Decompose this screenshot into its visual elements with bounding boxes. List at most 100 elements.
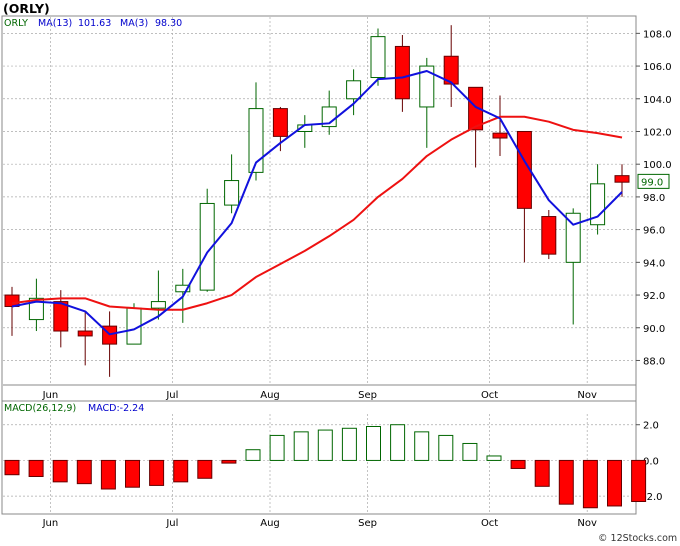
macd-bar bbox=[269, 434, 285, 461]
macd-bar bbox=[100, 459, 116, 490]
ma13-line bbox=[11, 115, 623, 311]
macd-bar bbox=[486, 455, 502, 461]
price-tick-label: 88.0 bbox=[643, 356, 665, 367]
candle bbox=[53, 290, 69, 348]
candle bbox=[321, 90, 337, 135]
macd-bar bbox=[510, 459, 526, 469]
price-tick-label: 104.0 bbox=[643, 95, 672, 106]
macd-bar bbox=[607, 459, 622, 507]
macd-bar bbox=[52, 459, 68, 483]
legend-ma13-label: MA(13) bbox=[38, 18, 72, 29]
macd-bar bbox=[366, 426, 381, 461]
macd-bar bbox=[76, 459, 92, 485]
candle-body bbox=[614, 175, 630, 183]
candle-body bbox=[443, 55, 459, 85]
macd-tick-label: 0.0 bbox=[643, 456, 659, 467]
macd-bar bbox=[558, 459, 574, 505]
candle bbox=[443, 25, 459, 107]
candle-body bbox=[516, 130, 532, 209]
price-x-tick-label: Oct bbox=[481, 390, 498, 401]
candle bbox=[150, 270, 166, 320]
candle-body bbox=[272, 108, 288, 137]
macd-bar bbox=[28, 459, 44, 477]
macd-bar bbox=[582, 459, 598, 509]
ma3-line bbox=[11, 69, 623, 336]
macd-bar bbox=[534, 459, 550, 487]
macd-x-axis: Jun Jul Aug Sep Oct Nov bbox=[3, 513, 636, 529]
legend-ma13-value: 101.63 bbox=[78, 18, 111, 29]
candle bbox=[297, 115, 313, 148]
candle bbox=[492, 95, 508, 157]
price-tick-label: 106.0 bbox=[643, 62, 672, 73]
macd-bar bbox=[317, 429, 333, 461]
macd-bar bbox=[438, 434, 454, 461]
candle bbox=[394, 34, 410, 112]
candle-body bbox=[77, 330, 93, 337]
macd-bar bbox=[341, 427, 357, 461]
candle bbox=[346, 69, 362, 116]
candle-body bbox=[541, 216, 557, 255]
price-tick-label: 96.0 bbox=[643, 226, 665, 237]
legend-ma3-value: 98.30 bbox=[155, 18, 182, 29]
price-tick-label: 92.0 bbox=[643, 291, 665, 302]
candle bbox=[77, 311, 93, 366]
candle-body bbox=[28, 297, 44, 321]
macd-bar bbox=[414, 431, 430, 461]
last-price-box bbox=[637, 173, 670, 189]
moving-average-lines bbox=[11, 69, 623, 336]
candle-body bbox=[346, 80, 362, 100]
candle-body bbox=[394, 45, 410, 100]
price-x-tick-label: Jul bbox=[165, 390, 178, 401]
candle bbox=[248, 82, 264, 181]
candle-body bbox=[150, 301, 166, 309]
macd-tick-label: 2.0 bbox=[643, 421, 659, 432]
candle-body bbox=[53, 301, 69, 332]
macd-x-tick-label: Nov bbox=[577, 518, 597, 529]
candle bbox=[565, 208, 581, 325]
candle-body bbox=[468, 86, 484, 131]
price-panel-frame bbox=[1, 15, 637, 402]
price-x-tick-label: Nov bbox=[577, 390, 597, 401]
candle bbox=[199, 188, 215, 292]
price-x-tick-label: Jun bbox=[42, 390, 59, 401]
candle bbox=[272, 106, 288, 152]
candle-body bbox=[492, 132, 508, 139]
macd-x-tick-label: Aug bbox=[260, 518, 280, 529]
macd-tick-label: -2.0 bbox=[643, 492, 663, 503]
macd-bar bbox=[173, 459, 189, 483]
candle bbox=[614, 164, 630, 197]
macd-bar bbox=[462, 442, 478, 461]
macd-bar bbox=[245, 449, 261, 461]
candle bbox=[102, 311, 118, 377]
macd-x-tick-label: Oct bbox=[481, 518, 498, 529]
candle bbox=[590, 164, 606, 235]
candle-body bbox=[224, 180, 240, 206]
macd-bar bbox=[221, 459, 237, 464]
price-tick-label: 98.0 bbox=[643, 193, 665, 204]
macd-bar bbox=[631, 459, 647, 502]
candle bbox=[370, 28, 386, 86]
macd-bar bbox=[4, 459, 20, 476]
candle bbox=[224, 154, 240, 214]
price-x-tick-label: Sep bbox=[358, 390, 377, 401]
macd-bar bbox=[293, 431, 309, 461]
candle bbox=[541, 209, 557, 260]
last-price-label: 99.0 bbox=[641, 177, 663, 188]
candle-body bbox=[590, 183, 606, 226]
macd-x-tick-label: Jul bbox=[165, 518, 178, 529]
candle bbox=[468, 86, 484, 168]
candle-body bbox=[419, 65, 435, 108]
watermark: © 12Stocks.com bbox=[598, 533, 677, 544]
macd-bar bbox=[125, 459, 140, 488]
price-tick-label: 94.0 bbox=[643, 258, 665, 269]
candle-body bbox=[565, 212, 581, 263]
price-tick-label: 108.0 bbox=[643, 29, 672, 40]
macd-x-tick-label: Sep bbox=[358, 518, 377, 529]
chart-title: (ORLY) bbox=[3, 1, 50, 16]
price-y-axis: 88.0 90.0 92.0 94.0 96.0 98.0 100.0 102.0 104.0 1… bbox=[636, 29, 672, 367]
price-grid bbox=[3, 17, 636, 385]
candle bbox=[516, 130, 532, 263]
price-tick-label: 100.0 bbox=[643, 160, 672, 171]
legend-symbol: ORLY bbox=[4, 18, 28, 29]
